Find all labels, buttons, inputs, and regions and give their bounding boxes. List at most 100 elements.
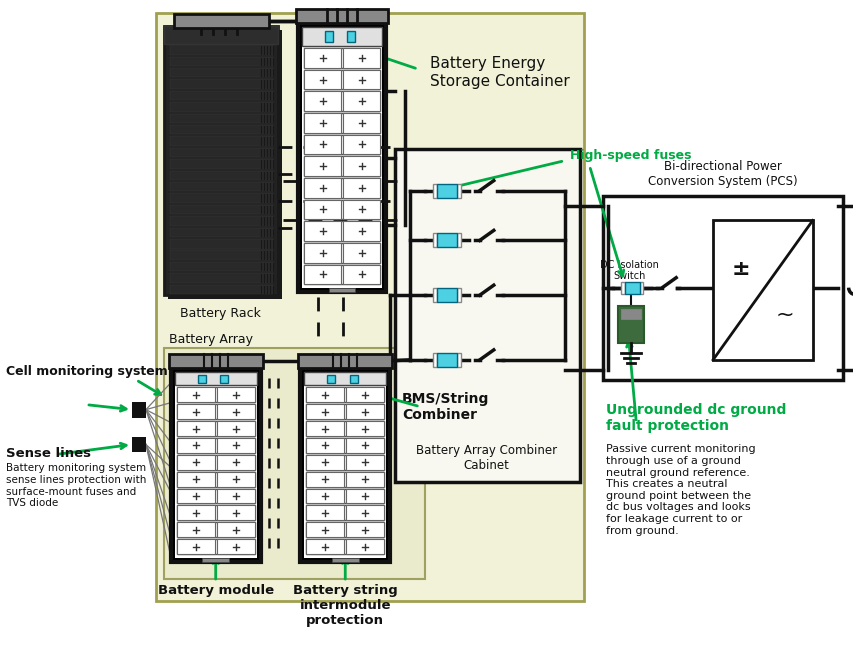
Bar [343, 70, 380, 89]
Bar [177, 488, 214, 503]
Bar [343, 243, 380, 263]
Bar [306, 505, 384, 520]
Bar [345, 488, 384, 503]
Bar [170, 216, 272, 226]
Bar [306, 472, 344, 487]
Bar [300, 367, 390, 562]
Bar [437, 353, 456, 367]
Text: ~: ~ [775, 305, 793, 325]
Bar [217, 404, 254, 419]
Bar [304, 113, 341, 133]
Bar [170, 262, 272, 271]
Bar [343, 48, 380, 68]
Bar [306, 522, 344, 537]
Text: Sense lines: Sense lines [6, 448, 91, 461]
Bar [304, 199, 380, 219]
Bar [304, 157, 341, 176]
Bar [177, 522, 254, 537]
Bar [618, 305, 643, 344]
Bar [345, 539, 384, 554]
Bar [174, 14, 268, 28]
Bar [177, 421, 214, 436]
Bar [164, 348, 425, 579]
Bar [170, 114, 272, 123]
Text: Ungrounded dc ground
fault protection: Ungrounded dc ground fault protection [606, 402, 786, 433]
Bar [177, 455, 254, 470]
Bar [304, 265, 341, 284]
Bar [170, 125, 272, 135]
Bar [170, 68, 272, 78]
Text: Battery string
intermodule
protection: Battery string intermodule protection [293, 584, 397, 627]
Bar [177, 472, 254, 487]
Bar [175, 372, 256, 558]
Bar [169, 354, 262, 367]
Bar [170, 228, 272, 237]
Bar [306, 404, 344, 419]
Bar [170, 56, 272, 66]
Bar [177, 539, 214, 554]
Bar [177, 421, 254, 436]
Bar [217, 455, 254, 470]
Bar [437, 184, 456, 197]
Bar [343, 199, 380, 219]
Text: DC Isolation
Switch: DC Isolation Switch [599, 260, 658, 281]
Bar [437, 234, 456, 247]
Bar [304, 372, 386, 558]
Bar [437, 288, 456, 302]
Text: Bi-directional Power
Conversion System (PCS): Bi-directional Power Conversion System (… [647, 160, 797, 188]
Bar [343, 91, 380, 111]
Bar [177, 438, 254, 453]
Text: Battery module: Battery module [158, 584, 274, 597]
Bar [304, 221, 380, 241]
Bar [304, 243, 341, 263]
Bar [432, 184, 437, 197]
Bar [132, 402, 146, 417]
Bar [304, 113, 380, 133]
Bar [170, 171, 272, 180]
Bar [332, 558, 358, 562]
Bar [306, 505, 344, 520]
Bar [306, 472, 384, 487]
Bar [170, 250, 272, 260]
Bar [345, 421, 384, 436]
Bar [304, 243, 380, 263]
Bar [304, 221, 341, 241]
Bar [456, 234, 461, 247]
Bar [304, 178, 380, 197]
Bar [304, 135, 380, 155]
Bar [304, 48, 380, 68]
Bar [177, 404, 214, 419]
Bar [328, 288, 355, 292]
Bar [639, 281, 642, 294]
Bar [217, 505, 254, 520]
Bar [302, 27, 381, 46]
Bar [217, 539, 254, 554]
Text: Battery Rack: Battery Rack [180, 307, 261, 320]
Bar [345, 505, 384, 520]
Bar [432, 353, 437, 367]
Text: Battery Energy
Storage Container: Battery Energy Storage Container [430, 56, 569, 89]
Bar [177, 404, 254, 419]
Bar [164, 27, 278, 295]
Bar [456, 288, 461, 302]
Bar [304, 135, 341, 155]
Bar [304, 91, 341, 111]
Bar [170, 285, 272, 294]
Bar [168, 30, 282, 299]
Bar [603, 195, 842, 380]
Bar [345, 472, 384, 487]
Bar [343, 178, 380, 197]
Bar [177, 522, 214, 537]
Bar [712, 221, 812, 360]
Bar [343, 157, 380, 176]
Bar [170, 205, 272, 214]
Bar [345, 455, 384, 470]
Bar [345, 438, 384, 453]
Bar [306, 488, 344, 503]
Text: Battery Array: Battery Array [169, 333, 252, 346]
Bar [306, 421, 384, 436]
Bar [298, 23, 386, 292]
Bar [621, 281, 624, 294]
Bar [306, 388, 384, 402]
Bar [164, 27, 278, 44]
